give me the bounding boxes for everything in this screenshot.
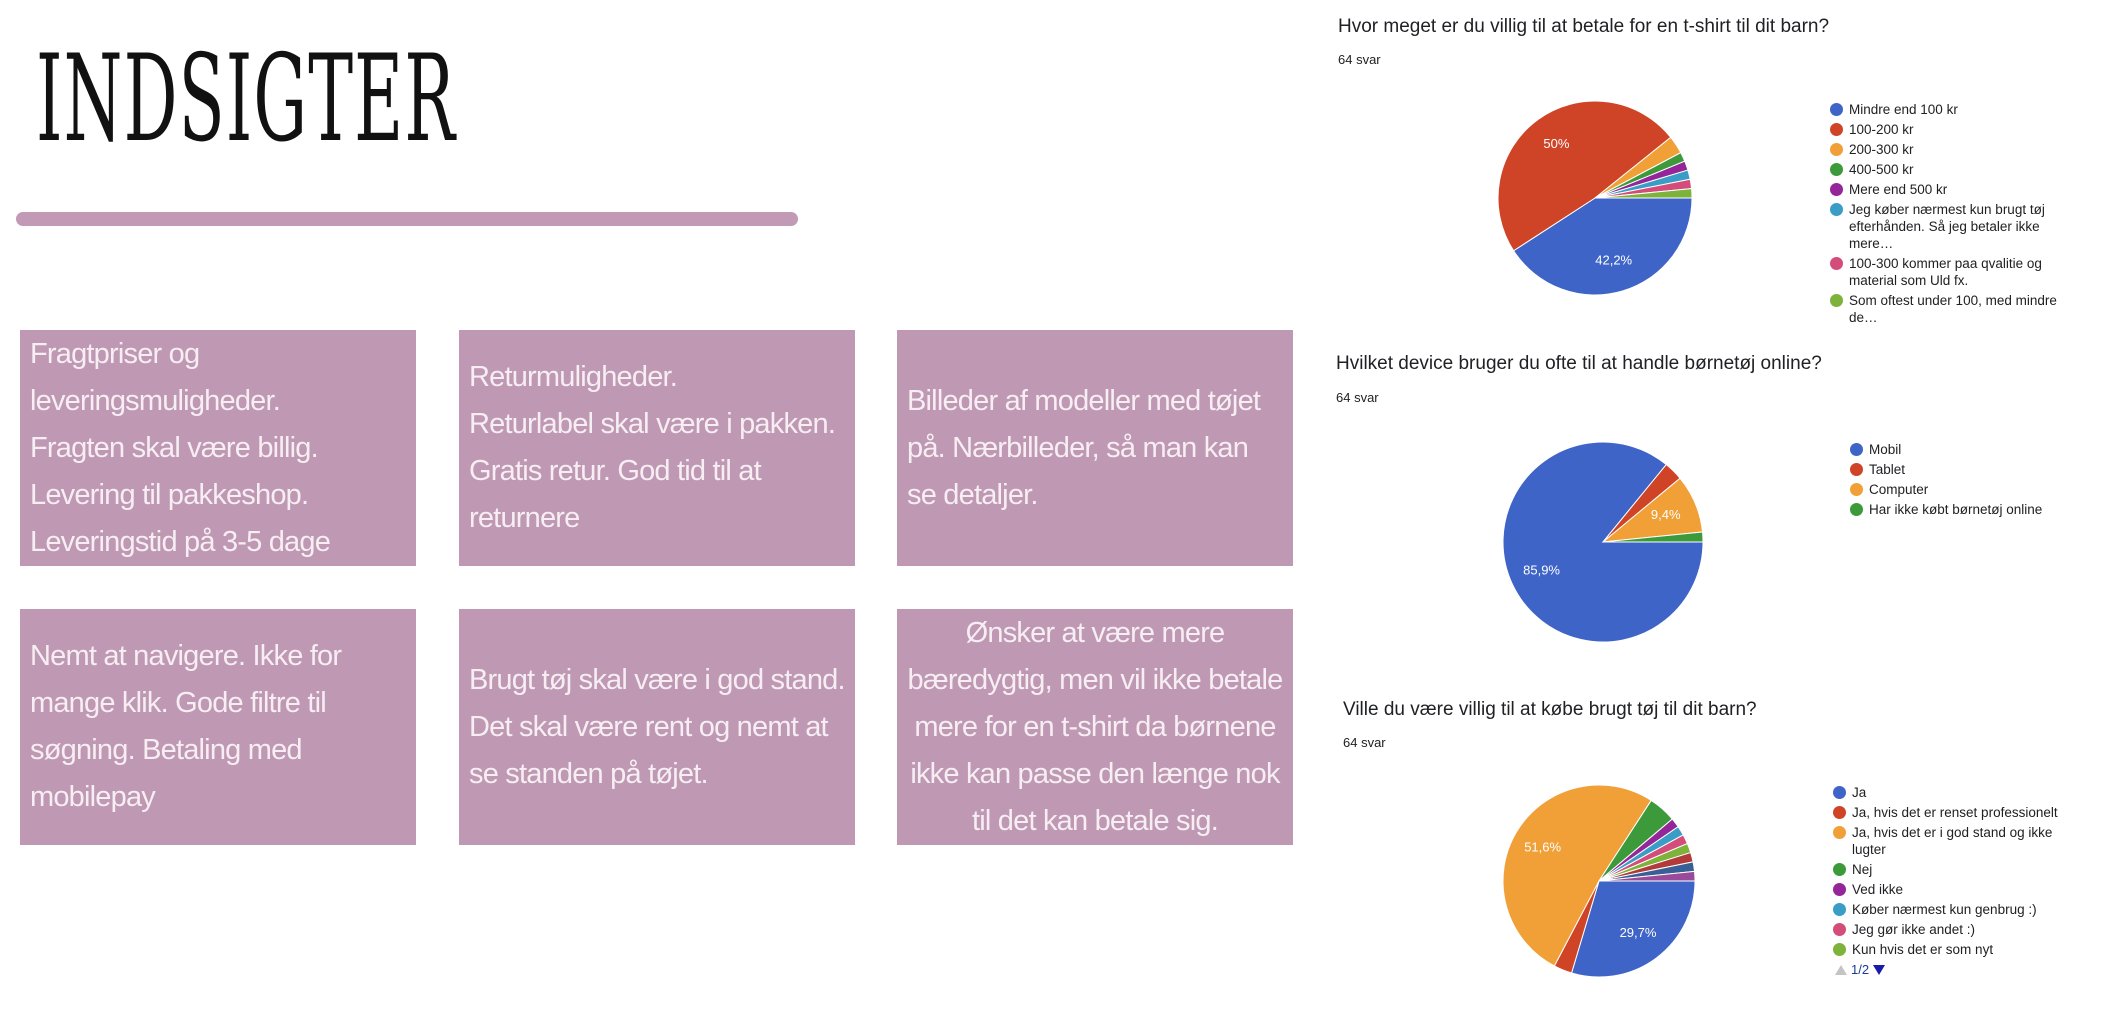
pager: 1/2 <box>1835 962 1886 977</box>
pie-slice <box>1570 880 1696 978</box>
legend-swatch <box>1830 123 1843 136</box>
legend-item: Jeg køber nærmest kun brugt tøj efterhån… <box>1830 201 2070 252</box>
card: Billeder af modeller med tøjet på. Nærbi… <box>897 330 1293 566</box>
legend-item: Computer <box>1850 481 2090 498</box>
legend-label: Ved ikke <box>1852 882 1904 897</box>
legend-item: Som oftest under 100, med mindre de… <box>1830 292 2070 326</box>
legend-label: 100-200 kr <box>1849 122 1914 137</box>
legend-item: Jeg gør ikke andet :) <box>1833 921 2073 938</box>
legend-swatch <box>1833 883 1846 896</box>
legend-swatch <box>1833 863 1846 876</box>
legend-swatch <box>1833 806 1846 819</box>
legend-label: Køber nærmest kun genbrug :) <box>1852 902 2037 917</box>
legend-item: Ja, hvis det er i god stand og ikke lugt… <box>1833 824 2073 858</box>
pager-label: 1/2 <box>1851 962 1870 977</box>
slice-label: 9,4% <box>1651 507 1681 522</box>
card: Ønsker at være mere bæredygtig, men vil … <box>897 609 1293 845</box>
card: Fragtpriser og leveringsmuligheder. Frag… <box>20 330 416 566</box>
legend-item: 200-300 kr <box>1830 141 2070 158</box>
legend-item: Ja, hvis det er renset professionelt <box>1833 804 2073 821</box>
card: Nemt at navigere. Ikke for mange klik. G… <box>20 609 416 845</box>
legend-swatch <box>1833 923 1846 936</box>
pie-slice <box>1602 531 1704 543</box>
legend: Mindre end 100 kr 100-200 kr 200-300 kr 400… <box>1830 101 2070 329</box>
legend-swatch <box>1850 503 1863 516</box>
pager-next[interactable] <box>1873 964 1886 975</box>
legend-swatch <box>1833 943 1846 956</box>
pager-prev[interactable] <box>1835 964 1847 975</box>
chart-title: Ville du være villig til at købe brugt t… <box>1343 699 1757 720</box>
chart-subtitle: 64 svar <box>1343 735 1386 750</box>
legend-item: Mere end 500 kr <box>1830 181 2070 198</box>
slice-label: 42,2% <box>1595 253 1632 268</box>
legend-label: Jeg køber nærmest kun brugt tøj efterhån… <box>1849 202 2045 251</box>
legend-swatch <box>1850 443 1863 456</box>
legend-label: Tablet <box>1869 462 1906 477</box>
legend-swatch <box>1830 203 1843 216</box>
legend: Ja Ja, hvis det er renset professionelt Ja… <box>1833 784 2073 961</box>
legend-item: Kun hvis det er som nyt <box>1833 941 2073 958</box>
legend-swatch <box>1833 903 1846 916</box>
legend-item: Ved ikke <box>1833 881 2073 898</box>
legend-label: 200-300 kr <box>1849 142 1914 157</box>
legend-label: Har ikke købt børnetøj online <box>1869 502 2043 517</box>
pie-slice <box>1598 870 1696 882</box>
legend-swatch <box>1830 183 1843 196</box>
slice-label: 51,6% <box>1524 839 1561 854</box>
legend-label: Mere end 500 kr <box>1849 182 1948 197</box>
pie-slice <box>1502 784 1652 967</box>
legend-swatch <box>1850 463 1863 476</box>
chart-title: Hvor meget er du villig til at betale fo… <box>1338 16 1830 37</box>
legend-item: 100-200 kr <box>1830 121 2070 138</box>
legend-swatch <box>1833 786 1846 799</box>
legend-label: Mobil <box>1869 442 1902 457</box>
legend-swatch <box>1830 163 1843 176</box>
legend-item: Ja <box>1833 784 2073 801</box>
legend-item: Tablet <box>1850 461 2090 478</box>
legend-item: 400-500 kr <box>1830 161 2070 178</box>
legend-item: Mindre end 100 kr <box>1830 101 2070 118</box>
legend-item: Har ikke købt børnetøj online <box>1850 501 2090 518</box>
legend-label: Ja <box>1852 785 1867 800</box>
legend: Mobil Tablet Computer Har ikke købt børnetø… <box>1850 441 2090 521</box>
slice-label: 85,9% <box>1523 563 1560 578</box>
chart-title: Hvilket device bruger du ofte til at han… <box>1336 353 1822 374</box>
legend-item: 100-300 kommer paa qvalitie og material … <box>1830 255 2070 289</box>
legend-label: 100-300 kommer paa qvalitie og material … <box>1849 256 2042 288</box>
card: Returmuligheder. Returlabel skal være i … <box>459 330 855 566</box>
legend-swatch <box>1850 483 1863 496</box>
legend-label: Ja, hvis det er i god stand og ikke lugt… <box>1852 825 2053 857</box>
page-title: INDSIGTER <box>36 30 457 169</box>
legend-swatch <box>1830 103 1843 116</box>
legend-label: Mindre end 100 kr <box>1849 102 1958 117</box>
legend-label: Kun hvis det er som nyt <box>1852 942 1994 957</box>
legend-label: Jeg gør ikke andet :) <box>1852 922 1976 937</box>
legend-item: Køber nærmest kun genbrug :) <box>1833 901 2073 918</box>
pie-slice <box>1594 188 1693 199</box>
legend-label: Computer <box>1869 482 1929 497</box>
legend-swatch <box>1830 143 1843 156</box>
legend-swatch <box>1830 257 1843 270</box>
legend-label: Nej <box>1852 862 1873 877</box>
slice-label: 29,7% <box>1620 925 1657 940</box>
slice-label: 50% <box>1543 136 1569 151</box>
chart-subtitle: 64 svar <box>1338 52 1381 67</box>
legend-label: Som oftest under 100, med mindre de… <box>1849 293 2057 325</box>
legend-swatch <box>1830 294 1843 307</box>
legend-item: Nej <box>1833 861 2073 878</box>
card: Brugt tøj skal være i god stand. Det ska… <box>459 609 855 845</box>
legend-swatch <box>1833 826 1846 839</box>
legend-label: Ja, hvis det er renset professionelt <box>1852 805 2058 820</box>
chart-subtitle: 64 svar <box>1336 390 1379 405</box>
pie-slice <box>1497 100 1672 252</box>
legend-label: 400-500 kr <box>1849 162 1914 177</box>
brush-stroke <box>16 212 798 226</box>
legend-item: Mobil <box>1850 441 2090 458</box>
